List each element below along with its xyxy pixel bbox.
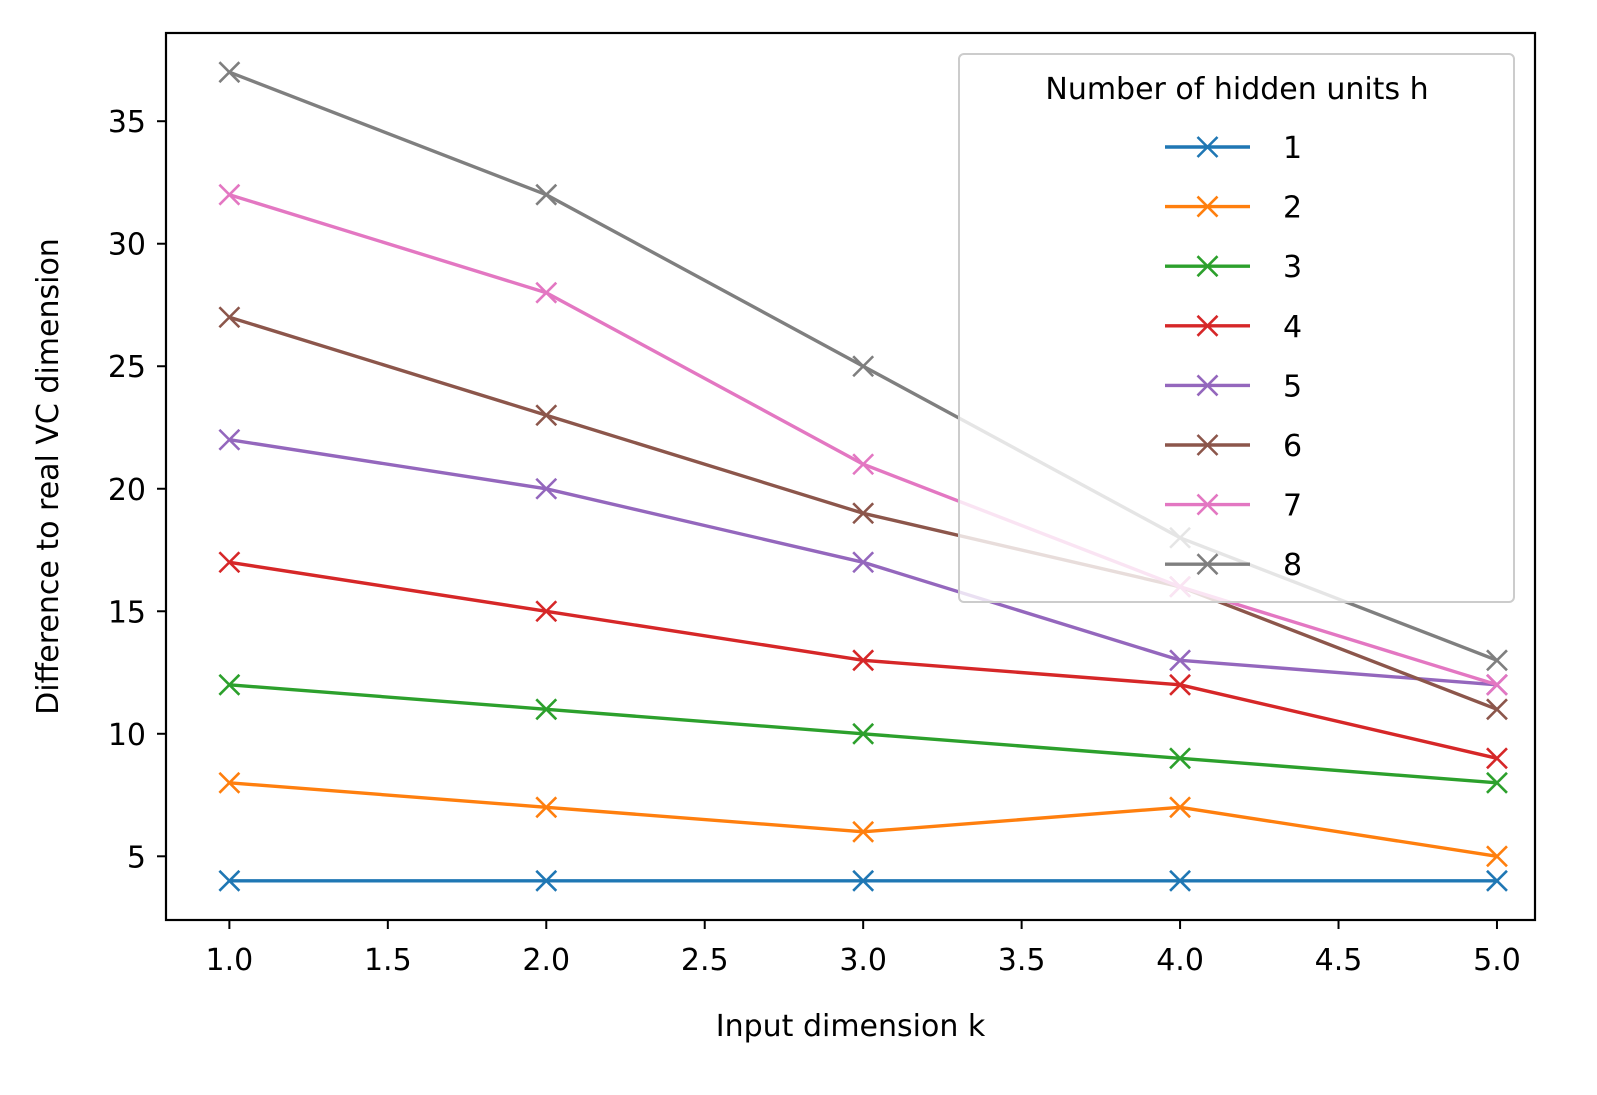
x-tick-label: 2.5 — [681, 943, 729, 978]
data-point — [535, 183, 558, 206]
data-point — [1169, 796, 1191, 819]
data-point — [218, 673, 241, 696]
legend-marker — [1196, 195, 1219, 218]
data-point — [1486, 845, 1508, 868]
legend-box — [958, 53, 1515, 603]
y-tick-label: 30 — [108, 228, 146, 263]
data-point — [1169, 747, 1191, 770]
x-tick-label: 1.5 — [364, 943, 412, 978]
legend-items: 1 2 3 4 5 6 7 8 — [1165, 131, 1302, 583]
data-point — [1169, 869, 1191, 892]
data-point — [852, 355, 875, 378]
legend-label: 5 — [1283, 369, 1302, 404]
legend-item-6: 6 — [1165, 429, 1302, 464]
data-point — [1169, 649, 1191, 672]
series-6 — [218, 306, 1508, 721]
x-tick-label: 3.0 — [839, 943, 887, 978]
legend-item-8: 8 — [1165, 548, 1302, 583]
data-point — [852, 820, 875, 843]
legend-title: Number of hidden units h — [1045, 72, 1428, 107]
data-point — [535, 869, 558, 892]
legend-marker — [1196, 374, 1219, 397]
x-tick-label: 1.0 — [206, 943, 254, 978]
data-point — [852, 869, 875, 892]
x-tick-label: 4.5 — [1315, 943, 1363, 978]
legend-marker — [1196, 136, 1219, 158]
x-tick-label: 5.0 — [1473, 943, 1521, 978]
legend-marker — [1196, 314, 1219, 337]
y-tick-label: 5 — [127, 840, 146, 875]
legend: Number of hidden units h 1 2 3 4 5 6 7 8 — [958, 53, 1515, 603]
series-3 — [218, 673, 1508, 794]
y-tick-label: 15 — [108, 595, 146, 630]
data-point — [218, 551, 241, 574]
legend-item-4: 4 — [1165, 310, 1302, 345]
x-tick-label: 3.5 — [998, 943, 1046, 978]
legend-marker — [1196, 553, 1219, 576]
plot-frame — [164, 31, 1537, 922]
data-point — [535, 404, 558, 427]
data-point — [218, 771, 241, 794]
legend-item-3: 3 — [1165, 250, 1302, 285]
legend-label: 8 — [1283, 548, 1302, 583]
x-axis-label: Input dimension k — [716, 1009, 986, 1044]
series-line-2 — [229, 781, 1498, 858]
data-point — [852, 649, 875, 672]
x-tick-label: 2.0 — [522, 943, 570, 978]
series-5 — [218, 428, 1508, 696]
data-point — [535, 600, 558, 623]
data-point — [218, 869, 241, 892]
y-tick-label: 35 — [108, 105, 146, 140]
legend-label: 1 — [1283, 131, 1302, 166]
legend-label: 4 — [1283, 310, 1302, 345]
data-point — [852, 551, 875, 574]
data-point — [1486, 869, 1508, 892]
data-point — [218, 61, 241, 84]
legend-item-7: 7 — [1165, 489, 1302, 524]
data-point — [535, 698, 558, 721]
data-point — [1486, 747, 1508, 770]
series-1 — [218, 869, 1508, 892]
data-point — [852, 722, 875, 745]
legend-label: 3 — [1283, 250, 1302, 285]
legend-label: 7 — [1283, 489, 1302, 524]
y-tick-label: 25 — [108, 350, 146, 385]
data-point — [535, 477, 558, 500]
legend-marker — [1196, 434, 1219, 456]
legend-item-5: 5 — [1165, 369, 1302, 404]
data-point — [218, 306, 241, 329]
series-4 — [218, 551, 1508, 770]
data-point — [852, 502, 875, 525]
legend-marker — [1196, 493, 1219, 516]
legend-label: 2 — [1283, 191, 1302, 226]
data-point — [1486, 771, 1508, 794]
data-point — [218, 183, 241, 206]
legend-label: 6 — [1283, 429, 1302, 464]
y-tick-label: 10 — [108, 718, 146, 753]
data-point — [1486, 698, 1508, 721]
data-point — [1486, 649, 1508, 672]
legend-marker — [1196, 255, 1219, 278]
data-point — [535, 281, 558, 304]
data-point — [1486, 673, 1508, 696]
data-point — [535, 796, 558, 819]
legend-item-1: 1 — [1165, 131, 1302, 166]
y-axis-label: Difference to real VC dimension — [31, 238, 66, 715]
data-point — [1169, 673, 1191, 696]
data-point — [852, 453, 875, 476]
x-tick-label: 4.0 — [1156, 943, 1204, 978]
series-2 — [218, 771, 1508, 868]
data-point — [218, 428, 241, 451]
y-tick-label: 20 — [108, 473, 146, 508]
legend-item-2: 2 — [1165, 191, 1302, 226]
